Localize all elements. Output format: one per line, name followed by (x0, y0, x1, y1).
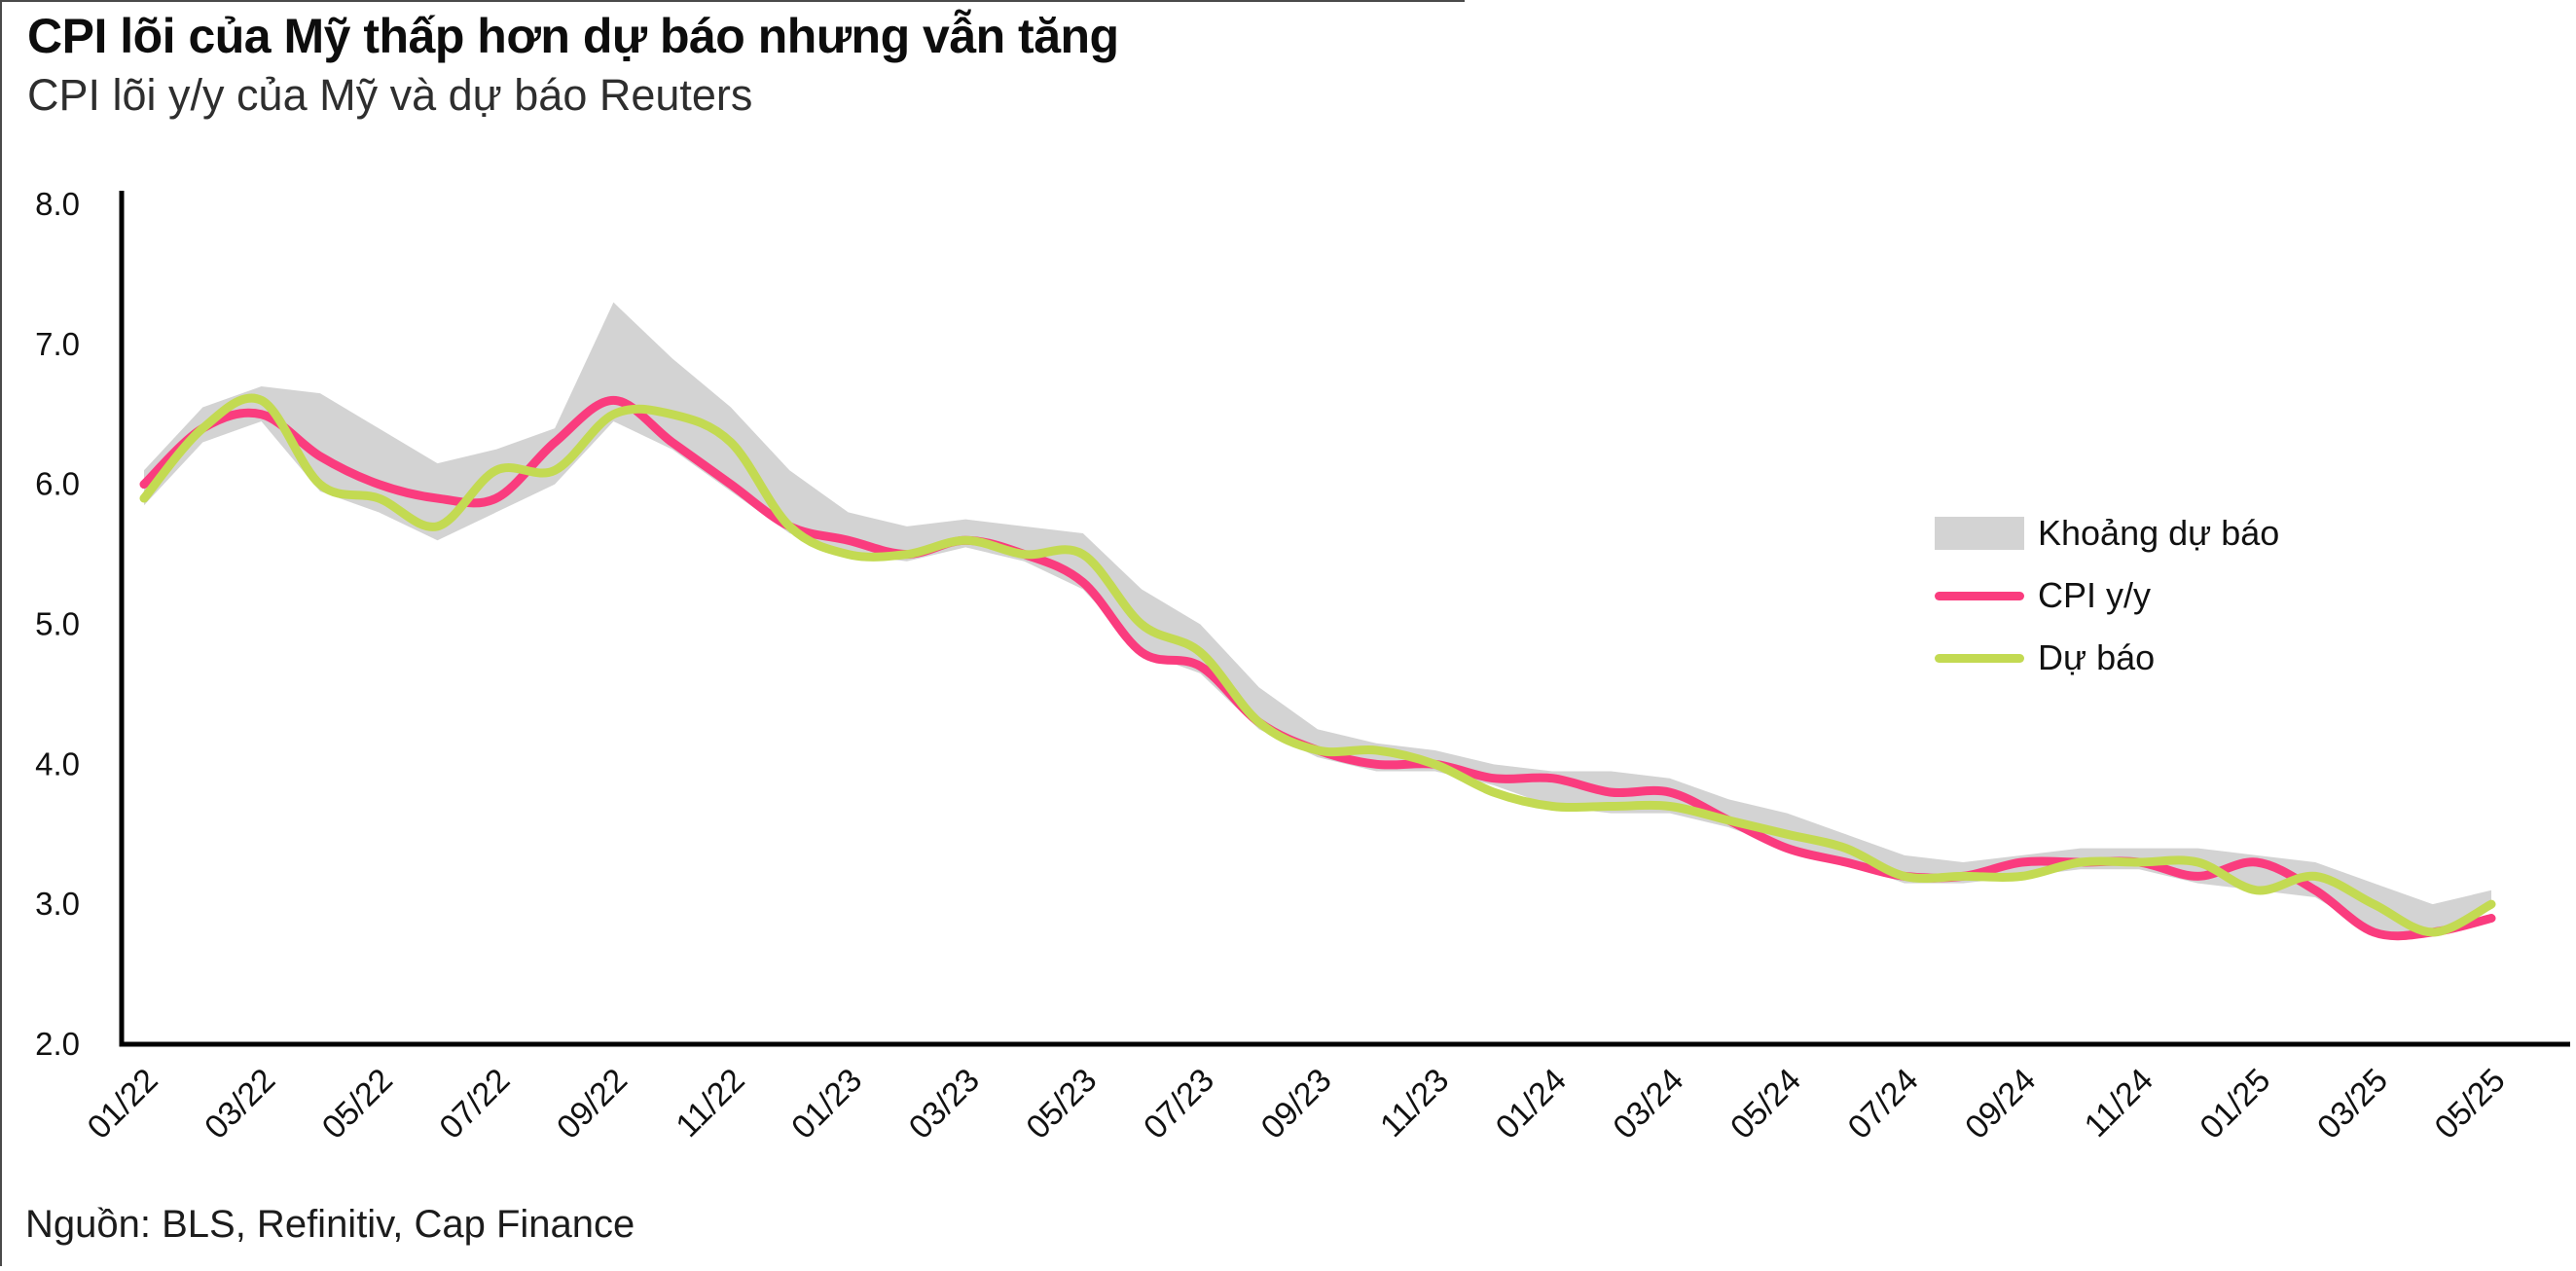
forecast-band (144, 302, 2491, 935)
x-tick-label: 11/23 (1373, 1062, 1456, 1144)
frame-top-edge (0, 0, 1465, 2)
legend-label: Khoảng dự báo (2038, 513, 2280, 553)
x-tick-label: 09/23 (1254, 1062, 1339, 1146)
y-tick-label: 8.0 (35, 186, 80, 222)
x-tick-label: 03/22 (198, 1062, 282, 1146)
y-tick-label: 3.0 (35, 886, 80, 922)
band-swatch-icon (1935, 517, 2024, 550)
source-note: Nguồn: BLS, Refinitiv, Cap Finance (25, 1203, 635, 1246)
y-tick-label: 6.0 (35, 466, 80, 502)
legend-label: Dự báo (2038, 637, 2156, 677)
legend-item-band: Khoảng dự báo (1935, 502, 2279, 564)
y-tick-label: 2.0 (35, 1026, 80, 1062)
cpi-line-swatch-icon (1935, 591, 2024, 600)
forecast-line-swatch-icon (1935, 653, 2024, 663)
x-tick-label: 05/25 (2428, 1062, 2513, 1146)
x-tick-label: 03/24 (1606, 1062, 1690, 1146)
x-tick-label: 11/24 (2078, 1062, 2160, 1144)
y-tick-label: 7.0 (35, 326, 80, 362)
y-tick-label: 5.0 (35, 606, 80, 642)
x-tick-label: 09/22 (550, 1062, 635, 1146)
x-tick-label: 07/24 (1841, 1062, 1926, 1146)
x-tick-label: 03/25 (2310, 1062, 2395, 1146)
x-tick-label: 05/24 (1723, 1062, 1808, 1146)
x-tick-label: 05/23 (1019, 1062, 1104, 1146)
x-tick-label: 01/22 (81, 1062, 165, 1146)
forecast-line (139, 393, 2496, 937)
chart-title: CPI lõi của Mỹ thấp hơn dự báo nhưng vẫn… (27, 9, 1119, 63)
x-tick-label: 07/23 (1137, 1062, 1221, 1146)
legend-label: CPI y/y (2038, 575, 2152, 615)
y-tick-label: 4.0 (35, 745, 80, 781)
frame-left-edge (0, 0, 2, 1266)
chart-subtitle: CPI lõi y/y của Mỹ và dự báo Reuters (27, 70, 753, 120)
x-tick-label: 01/23 (784, 1062, 869, 1146)
x-tick-label: 09/24 (1958, 1062, 2043, 1146)
legend-item-forecast: Dự báo (1935, 627, 2279, 689)
chart-legend: Khoảng dự báo CPI y/y Dự báo (1935, 502, 2279, 689)
legend-item-cpi: CPI y/y (1935, 564, 2279, 627)
x-tick-label: 07/22 (432, 1062, 517, 1146)
x-tick-label: 11/22 (669, 1062, 751, 1144)
x-tick-label: 01/25 (2193, 1062, 2277, 1146)
x-tick-label: 01/24 (1489, 1062, 1574, 1146)
x-tick-label: 03/23 (902, 1062, 987, 1146)
x-tick-label: 05/22 (315, 1062, 400, 1146)
